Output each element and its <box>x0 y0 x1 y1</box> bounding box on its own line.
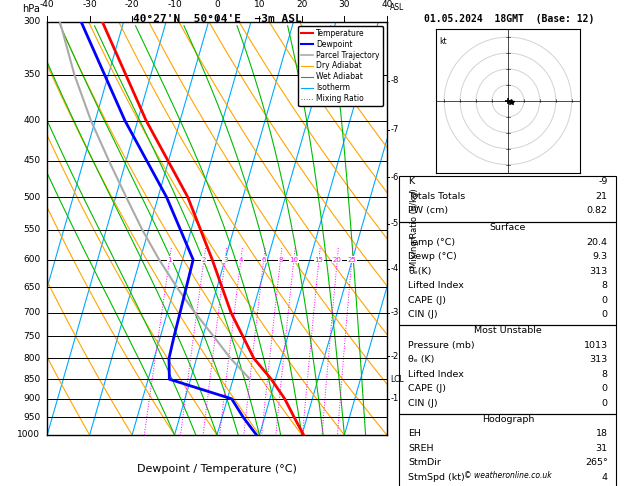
Text: 850: 850 <box>23 375 40 384</box>
Text: 900: 900 <box>23 394 40 403</box>
Text: 300: 300 <box>23 17 40 26</box>
Text: 600: 600 <box>23 255 40 264</box>
Text: θₑ(K): θₑ(K) <box>408 267 431 276</box>
Text: 9.3: 9.3 <box>593 252 608 261</box>
Text: EH: EH <box>408 429 421 438</box>
Text: kt: kt <box>440 37 447 46</box>
Text: 650: 650 <box>23 283 40 292</box>
Text: Dewp (°C): Dewp (°C) <box>408 252 457 261</box>
Text: 4: 4 <box>238 257 243 263</box>
Text: 0: 0 <box>602 310 608 319</box>
Text: 265°: 265° <box>585 458 608 468</box>
Text: 750: 750 <box>23 332 40 341</box>
Text: -3: -3 <box>390 308 399 317</box>
Text: Dewpoint / Temperature (°C): Dewpoint / Temperature (°C) <box>137 464 297 474</box>
Text: 500: 500 <box>23 192 40 202</box>
Bar <box>399 414 616 486</box>
Text: 0: 0 <box>602 295 608 305</box>
Text: 800: 800 <box>23 354 40 363</box>
Text: 8: 8 <box>278 257 283 263</box>
Text: 450: 450 <box>23 156 40 166</box>
Text: 950: 950 <box>23 413 40 422</box>
Text: 10: 10 <box>289 257 298 263</box>
Text: 1013: 1013 <box>584 341 608 350</box>
Text: Temp (°C): Temp (°C) <box>408 238 455 247</box>
Text: 0: 0 <box>602 399 608 408</box>
Text: θₑ (K): θₑ (K) <box>408 355 435 364</box>
Text: 20: 20 <box>296 0 308 10</box>
Text: 20: 20 <box>333 257 342 263</box>
Text: 2: 2 <box>202 257 206 263</box>
Text: 21: 21 <box>596 191 608 201</box>
Text: 1000: 1000 <box>18 431 40 439</box>
Text: SREH: SREH <box>408 444 433 453</box>
Text: Lifted Index: Lifted Index <box>408 370 464 379</box>
Text: -5: -5 <box>390 219 399 228</box>
Text: © weatheronline.co.uk: © weatheronline.co.uk <box>464 470 552 480</box>
Text: 10: 10 <box>253 0 265 10</box>
Text: -8: -8 <box>390 76 399 85</box>
Text: km
ASL: km ASL <box>390 0 404 12</box>
Text: Surface: Surface <box>490 223 526 232</box>
Text: 15: 15 <box>314 257 323 263</box>
Text: 6: 6 <box>262 257 266 263</box>
Text: 313: 313 <box>589 267 608 276</box>
Text: 30: 30 <box>338 0 350 10</box>
Text: PW (cm): PW (cm) <box>408 206 448 215</box>
Text: 20.4: 20.4 <box>587 238 608 247</box>
Bar <box>399 325 616 414</box>
Text: -1: -1 <box>390 394 399 403</box>
Text: 40°27'N  50°04'E  −3m ASL: 40°27'N 50°04'E −3m ASL <box>133 14 301 24</box>
Text: 31: 31 <box>596 444 608 453</box>
Text: 18: 18 <box>596 429 608 438</box>
Text: Lifted Index: Lifted Index <box>408 281 464 290</box>
Text: -2: -2 <box>390 352 399 361</box>
Text: -20: -20 <box>125 0 140 10</box>
Text: 313: 313 <box>589 355 608 364</box>
Text: LCL: LCL <box>390 375 404 384</box>
Text: Hodograph: Hodograph <box>482 415 534 424</box>
Text: 01.05.2024  18GMT  (Base: 12): 01.05.2024 18GMT (Base: 12) <box>425 14 594 24</box>
Text: K: K <box>408 177 415 186</box>
Text: 0: 0 <box>214 0 220 10</box>
Text: StmSpd (kt): StmSpd (kt) <box>408 473 465 482</box>
Text: 550: 550 <box>23 226 40 234</box>
Text: StmDir: StmDir <box>408 458 441 468</box>
Text: 4: 4 <box>602 473 608 482</box>
Text: -9: -9 <box>598 177 608 186</box>
Text: 1: 1 <box>167 257 172 263</box>
Text: Totals Totals: Totals Totals <box>408 191 465 201</box>
Text: CIN (J): CIN (J) <box>408 310 438 319</box>
Text: CIN (J): CIN (J) <box>408 399 438 408</box>
Text: 0.82: 0.82 <box>587 206 608 215</box>
Text: Pressure (mb): Pressure (mb) <box>408 341 475 350</box>
Text: CAPE (J): CAPE (J) <box>408 384 446 393</box>
Text: 25: 25 <box>347 257 356 263</box>
Text: 400: 400 <box>23 116 40 125</box>
Text: 8: 8 <box>602 370 608 379</box>
Text: 8: 8 <box>602 281 608 290</box>
Bar <box>399 175 616 222</box>
Text: Mixing Ratio (g/kg): Mixing Ratio (g/kg) <box>409 189 418 268</box>
Text: 0: 0 <box>602 384 608 393</box>
Text: -6: -6 <box>390 173 399 182</box>
Text: -4: -4 <box>390 264 399 273</box>
Text: 40: 40 <box>381 0 392 10</box>
Text: -10: -10 <box>167 0 182 10</box>
Text: -7: -7 <box>390 125 399 135</box>
Legend: Temperature, Dewpoint, Parcel Trajectory, Dry Adiabat, Wet Adiabat, Isotherm, Mi: Temperature, Dewpoint, Parcel Trajectory… <box>298 26 383 106</box>
Text: 700: 700 <box>23 308 40 317</box>
Text: -30: -30 <box>82 0 97 10</box>
Text: Most Unstable: Most Unstable <box>474 326 542 335</box>
Text: -40: -40 <box>40 0 55 10</box>
Text: hPa: hPa <box>23 3 40 14</box>
Text: CAPE (J): CAPE (J) <box>408 295 446 305</box>
Bar <box>399 222 616 325</box>
Text: 3: 3 <box>223 257 228 263</box>
Text: 350: 350 <box>23 70 40 79</box>
